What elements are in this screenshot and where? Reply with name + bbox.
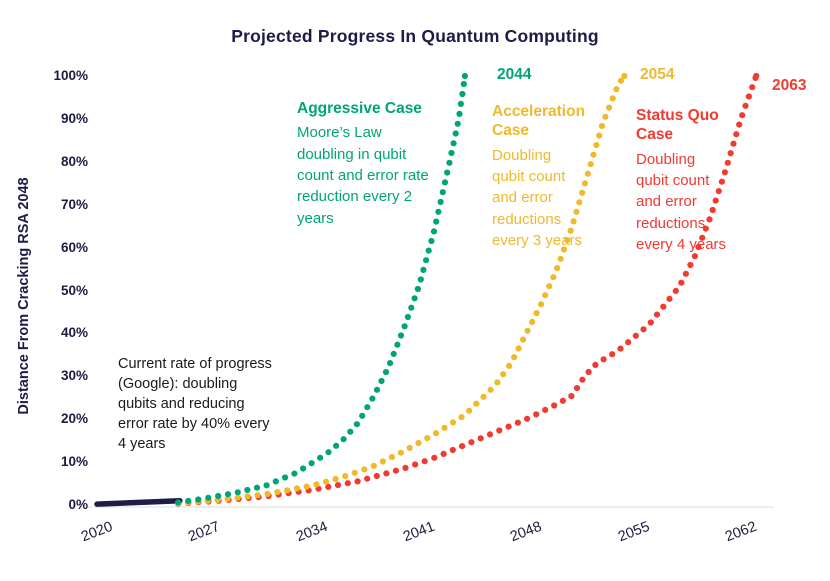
status-quo-case-annotation: Status Quo Case Doubling qubit count and… xyxy=(636,106,742,255)
y-tick-label-10: 10% xyxy=(60,454,88,470)
y-tick-label-20: 20% xyxy=(60,411,88,427)
page-title: Projected Progress In Quantum Computing xyxy=(231,25,599,46)
y-tick-label-60: 60% xyxy=(60,239,88,255)
acceleration-case-heading: Acceleration Case xyxy=(492,103,586,140)
aggressive-case-heading: Aggressive Case xyxy=(297,100,422,117)
y-tick-label-30: 30% xyxy=(60,368,88,384)
y-tick-label-70: 70% xyxy=(60,196,88,212)
status-quo-end-year-label: 2063 xyxy=(772,77,807,94)
y-tick-label-50: 50% xyxy=(60,282,88,298)
current-rate-line xyxy=(94,497,183,507)
acceleration-end-year-label: 2054 xyxy=(640,66,675,83)
aggressive-end-year-label: 2044 xyxy=(497,66,532,83)
y-tick-label-80: 80% xyxy=(60,153,88,169)
acceleration-case-annotation: Acceleration Case Doubling qubit count a… xyxy=(492,102,598,251)
series-aggressive xyxy=(175,72,468,506)
y-tick-label-90: 90% xyxy=(60,110,88,126)
series-status-quo xyxy=(175,72,760,507)
y-tick-label-40: 40% xyxy=(60,325,88,341)
status-quo-case-description: Doubling qubit count and error reduction… xyxy=(636,150,727,253)
y-tick-label-0: 0% xyxy=(68,497,88,512)
aggressive-case-description: Moore’s Law doubling in qubit count and … xyxy=(297,124,429,227)
acceleration-case-description: Doubling qubit count and error reduction… xyxy=(492,146,583,249)
current-rate-annotation: Current rate of progress (Google): doubl… xyxy=(118,356,272,452)
aggressive-case-annotation: Aggressive Case Moore’s Law doubling in … xyxy=(297,99,435,229)
status-quo-case-heading: Status Quo Case xyxy=(636,107,719,144)
y-tick-label-100: 100% xyxy=(53,68,88,83)
